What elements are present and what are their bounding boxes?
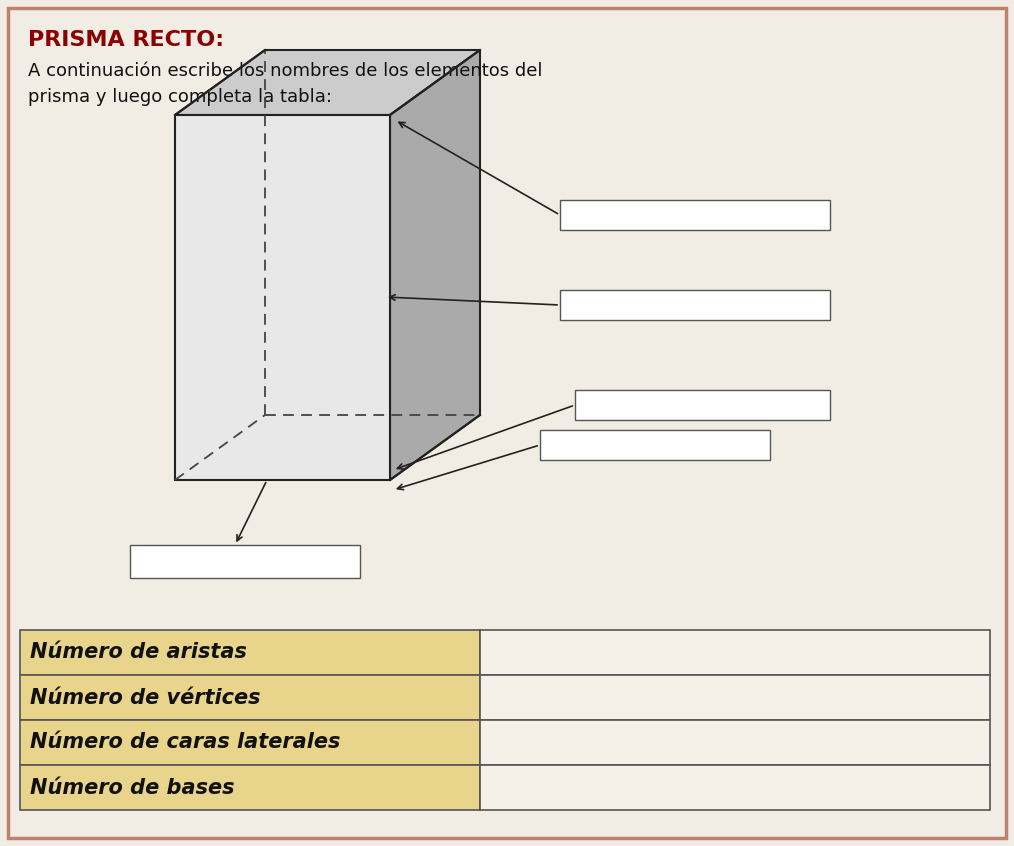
Text: PRISMA RECTO:: PRISMA RECTO: bbox=[28, 30, 224, 50]
Polygon shape bbox=[175, 115, 390, 480]
FancyBboxPatch shape bbox=[480, 765, 990, 810]
Polygon shape bbox=[175, 50, 480, 115]
Text: Número de aristas: Número de aristas bbox=[30, 642, 246, 662]
FancyBboxPatch shape bbox=[480, 630, 990, 675]
FancyBboxPatch shape bbox=[560, 200, 830, 230]
Text: A continuación escribe los nombres de los elementos del
prisma y luego completa : A continuación escribe los nombres de lo… bbox=[28, 62, 542, 106]
Text: Número de vértices: Número de vértices bbox=[30, 688, 261, 707]
FancyBboxPatch shape bbox=[560, 290, 830, 320]
FancyBboxPatch shape bbox=[480, 675, 990, 720]
FancyBboxPatch shape bbox=[575, 390, 830, 420]
FancyBboxPatch shape bbox=[20, 765, 480, 810]
FancyBboxPatch shape bbox=[480, 720, 990, 765]
Text: Número de bases: Número de bases bbox=[30, 777, 234, 798]
FancyBboxPatch shape bbox=[20, 630, 480, 675]
FancyBboxPatch shape bbox=[540, 430, 770, 460]
FancyBboxPatch shape bbox=[20, 675, 480, 720]
Text: Número de caras laterales: Número de caras laterales bbox=[30, 733, 341, 752]
FancyBboxPatch shape bbox=[20, 720, 480, 765]
Polygon shape bbox=[390, 50, 480, 480]
FancyBboxPatch shape bbox=[8, 8, 1006, 838]
FancyBboxPatch shape bbox=[130, 545, 360, 578]
